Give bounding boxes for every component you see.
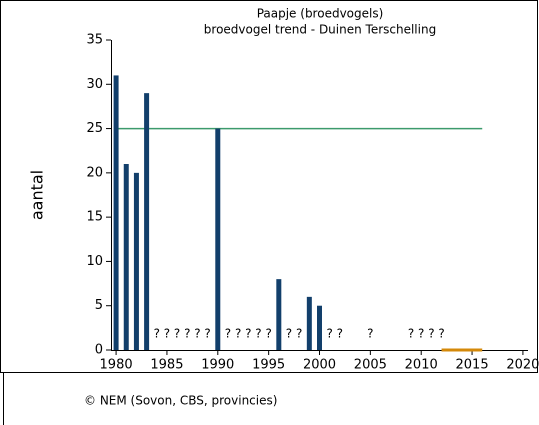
chart-subtitle: broedvogel trend - Duinen Terschelling: [204, 23, 436, 37]
y-tick-label: 0: [95, 343, 103, 358]
missing-marker: ?: [204, 327, 210, 341]
missing-marker: ?: [326, 327, 332, 341]
frame: [0, 0, 538, 373]
x-tick-label: 2020: [506, 358, 539, 373]
bar: [144, 93, 150, 351]
footer: © NEM (Sovon, CBS, provincies): [84, 394, 277, 408]
bar: [276, 279, 282, 350]
x-tick-label: 2005: [354, 358, 387, 373]
missing-marker: ?: [286, 327, 292, 341]
y-tick-label: 15: [86, 210, 103, 225]
y-tick-label: 30: [86, 77, 103, 92]
bar: [306, 296, 312, 350]
x-tick-label: 1995: [252, 358, 285, 373]
y-tick-label: 35: [86, 33, 103, 48]
missing-marker: ?: [154, 327, 160, 341]
x-tick-label: 1980: [100, 358, 133, 373]
y-tick-label: 20: [86, 165, 103, 180]
bar: [123, 164, 129, 350]
bar: [215, 128, 221, 350]
missing-marker: ?: [428, 327, 434, 341]
x-tick-label: 2015: [456, 358, 489, 373]
bar: [113, 75, 119, 350]
missing-marker: ?: [184, 327, 190, 341]
missing-marker: ?: [164, 327, 170, 341]
missing-marker: ?: [438, 327, 444, 341]
missing-marker: ?: [245, 327, 251, 341]
x-tick-label: 1985: [150, 358, 183, 373]
y-tick-label: 25: [86, 121, 103, 136]
missing-marker: ?: [225, 327, 231, 341]
missing-marker: ?: [194, 327, 200, 341]
x-tick-label: 2010: [405, 358, 438, 373]
missing-marker: ?: [235, 327, 241, 341]
y-axis-label: aantal: [28, 170, 47, 220]
missing-marker: ?: [418, 327, 424, 341]
x-tick-label: 1990: [201, 358, 234, 373]
missing-marker: ?: [255, 327, 261, 341]
chart-title: Paapje (broedvogels): [257, 7, 384, 21]
missing-marker: ?: [408, 327, 414, 341]
missing-marker: ?: [174, 327, 180, 341]
missing-marker: ?: [296, 327, 302, 341]
bar: [317, 305, 322, 350]
missing-marker: ?: [337, 327, 343, 341]
x-tick-label: 2000: [303, 358, 336, 373]
missing-marker: ?: [265, 327, 271, 341]
bar: [133, 172, 139, 350]
y-tick-label: 5: [95, 298, 103, 313]
y-tick-label: 10: [86, 254, 103, 269]
missing-marker: ?: [367, 327, 373, 341]
